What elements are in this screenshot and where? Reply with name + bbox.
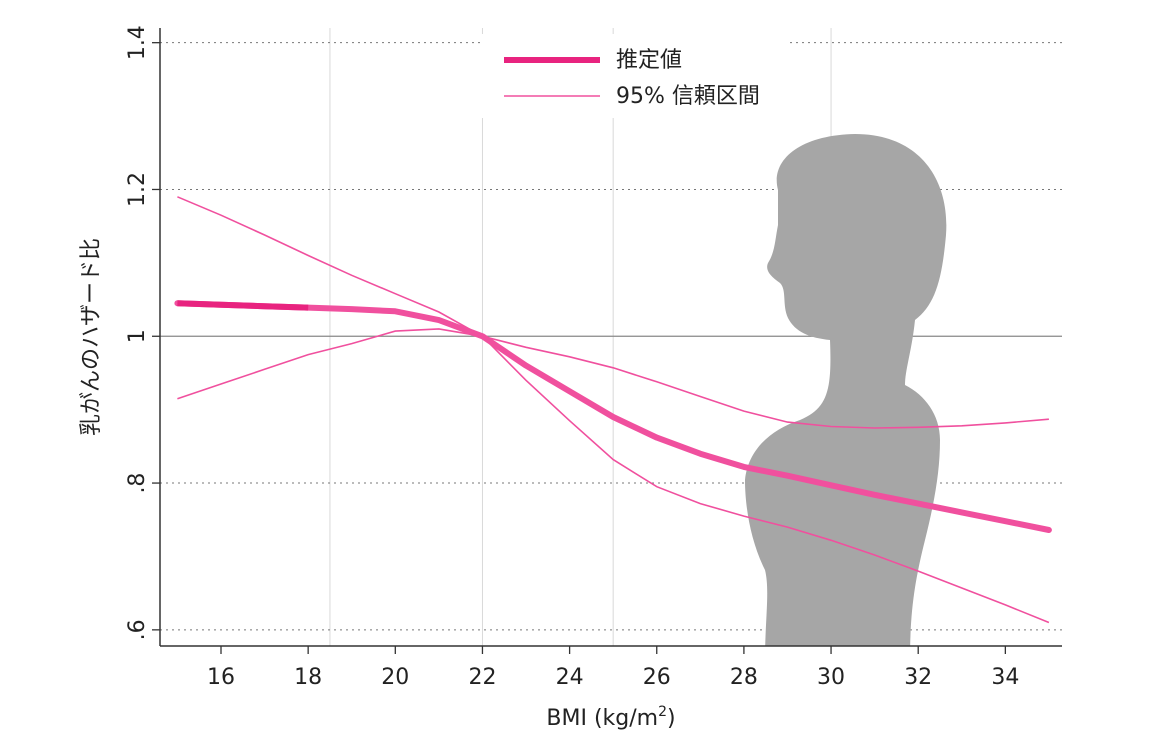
x-tick-label-1: 18 xyxy=(294,665,322,690)
y-tick-label-3: 1.2 xyxy=(125,172,150,207)
legend-background xyxy=(480,34,790,118)
ci-layer xyxy=(177,196,1050,624)
y-tick-label-0: .6 xyxy=(125,619,150,640)
legend: 推定値 95% 信頼区間 xyxy=(480,34,790,118)
x-tick-label-3: 22 xyxy=(468,665,496,690)
x-tick-label-0: 16 xyxy=(207,665,235,690)
x-tick-label-2: 20 xyxy=(381,665,409,690)
x-ticks: 16 18 20 22 24 26 28 30 32 34 xyxy=(207,646,1019,690)
x-axis-label-end: ) xyxy=(667,706,676,731)
legend-label-estimate: 推定値 xyxy=(616,48,682,73)
ci-lower-line xyxy=(177,328,1050,624)
x-axis-label: BMI (kg/m2) xyxy=(546,704,675,731)
ci-upper-line xyxy=(177,196,1049,429)
x-tick-label-4: 24 xyxy=(556,665,584,690)
y-axis-label: 乳がんのハザード比 xyxy=(79,238,104,436)
x-tick-label-5: 26 xyxy=(643,665,671,690)
plot-area xyxy=(160,28,1062,646)
y-tick-label-1: .8 xyxy=(125,473,150,494)
y-ticks: .6 .8 1 1.2 1.4 xyxy=(125,25,160,640)
estimate-line-dark-segment xyxy=(177,300,309,311)
woman-silhouette xyxy=(745,134,947,646)
x-tick-label-9: 34 xyxy=(991,665,1019,690)
x-tick-label-6: 28 xyxy=(730,665,758,690)
x-tick-label-8: 32 xyxy=(904,665,932,690)
estimate-line xyxy=(174,300,1052,533)
y-tick-label-2: 1 xyxy=(125,329,150,343)
x-axis-label-main: BMI (kg/m xyxy=(546,706,658,731)
y-tick-label-4: 1.4 xyxy=(125,25,150,60)
grid-layer xyxy=(160,28,1062,646)
legend-label-ci: 95% 信頼区間 xyxy=(616,84,760,109)
x-axis-label-sup: 2 xyxy=(658,704,667,720)
x-tick-label-7: 30 xyxy=(817,665,845,690)
estimate-layer xyxy=(174,300,1052,533)
